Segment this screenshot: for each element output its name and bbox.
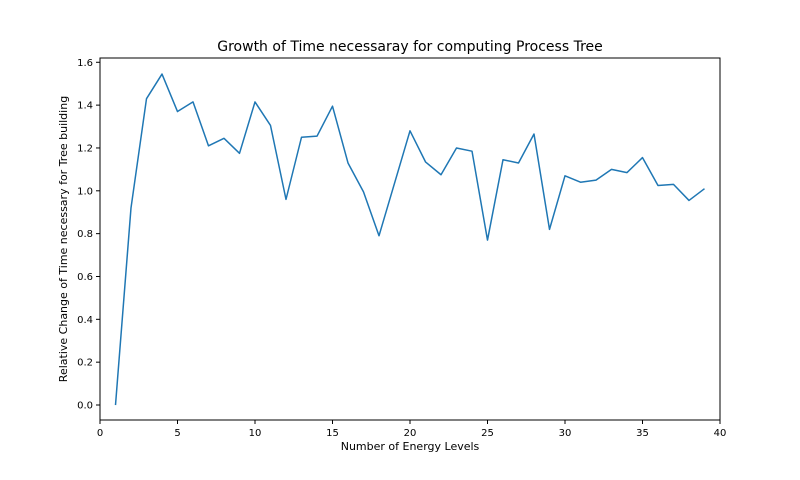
y-tick-label: 0.6 bbox=[77, 272, 93, 283]
x-tick-label: 35 bbox=[636, 428, 649, 439]
data-point bbox=[408, 129, 412, 133]
data-point bbox=[532, 132, 536, 136]
x-tick-label: 40 bbox=[714, 428, 727, 439]
y-tick-label: 0.0 bbox=[77, 401, 93, 412]
x-tick-label: 5 bbox=[174, 428, 180, 439]
chart-title: Growth of Time necessaray for computing … bbox=[217, 39, 603, 55]
data-point bbox=[300, 135, 304, 139]
data-point bbox=[501, 158, 505, 162]
data-point bbox=[222, 136, 226, 140]
plot-frame bbox=[99, 57, 721, 421]
data-point bbox=[114, 403, 118, 407]
data-point bbox=[610, 167, 614, 171]
data-point bbox=[424, 160, 428, 164]
data-point bbox=[703, 187, 707, 191]
y-tick-label: 0.2 bbox=[77, 358, 93, 369]
data-point bbox=[548, 227, 552, 231]
data-point bbox=[393, 181, 397, 185]
x-tick-label: 0 bbox=[97, 428, 103, 439]
data-point bbox=[455, 146, 459, 150]
data-point bbox=[439, 173, 443, 177]
data-point bbox=[579, 180, 583, 184]
y-tick-label: 1.4 bbox=[77, 101, 93, 112]
data-point bbox=[470, 149, 474, 153]
y-axis-label: Relative Change of Time necessary for Tr… bbox=[57, 96, 70, 382]
data-point bbox=[253, 100, 257, 104]
axis-ticks: 0 5 10 15 20 25 30 35 40 0.0 0.2 0.4 0.6 0.8 1.0 1.2 1.4… bbox=[77, 58, 726, 439]
x-tick-label: 25 bbox=[481, 428, 494, 439]
data-point bbox=[331, 104, 335, 108]
data-point bbox=[238, 151, 242, 155]
data-point bbox=[563, 174, 567, 178]
data-point bbox=[145, 97, 149, 101]
data-point bbox=[315, 134, 319, 138]
series-line bbox=[114, 73, 705, 406]
data-point bbox=[362, 190, 366, 194]
y-tick-label: 1.6 bbox=[77, 58, 93, 69]
data-point bbox=[284, 197, 288, 201]
x-tick-label: 30 bbox=[559, 428, 572, 439]
y-tick-label: 1.0 bbox=[77, 186, 93, 197]
x-tick-label: 20 bbox=[404, 428, 417, 439]
data-point bbox=[672, 182, 676, 186]
data-point bbox=[269, 123, 273, 127]
data-point bbox=[687, 198, 691, 202]
data-point bbox=[517, 161, 521, 165]
data-point bbox=[377, 234, 381, 238]
x-tick-label: 10 bbox=[249, 428, 262, 439]
data-point bbox=[625, 171, 629, 175]
data-points bbox=[114, 72, 707, 407]
data-point bbox=[129, 206, 133, 210]
data-point bbox=[486, 238, 490, 242]
x-tick-label: 15 bbox=[326, 428, 339, 439]
y-tick-label: 0.4 bbox=[77, 315, 93, 326]
y-tick-label: 1.2 bbox=[77, 143, 93, 154]
data-point bbox=[207, 144, 211, 148]
x-axis-label: Number of Energy Levels bbox=[341, 440, 480, 453]
data-point bbox=[656, 183, 660, 187]
data-point bbox=[191, 100, 195, 104]
data-point bbox=[594, 178, 598, 182]
data-point bbox=[176, 110, 180, 114]
data-point bbox=[641, 156, 645, 160]
data-point bbox=[160, 72, 164, 76]
y-tick-label: 0.8 bbox=[77, 229, 93, 240]
data-point bbox=[346, 161, 350, 165]
